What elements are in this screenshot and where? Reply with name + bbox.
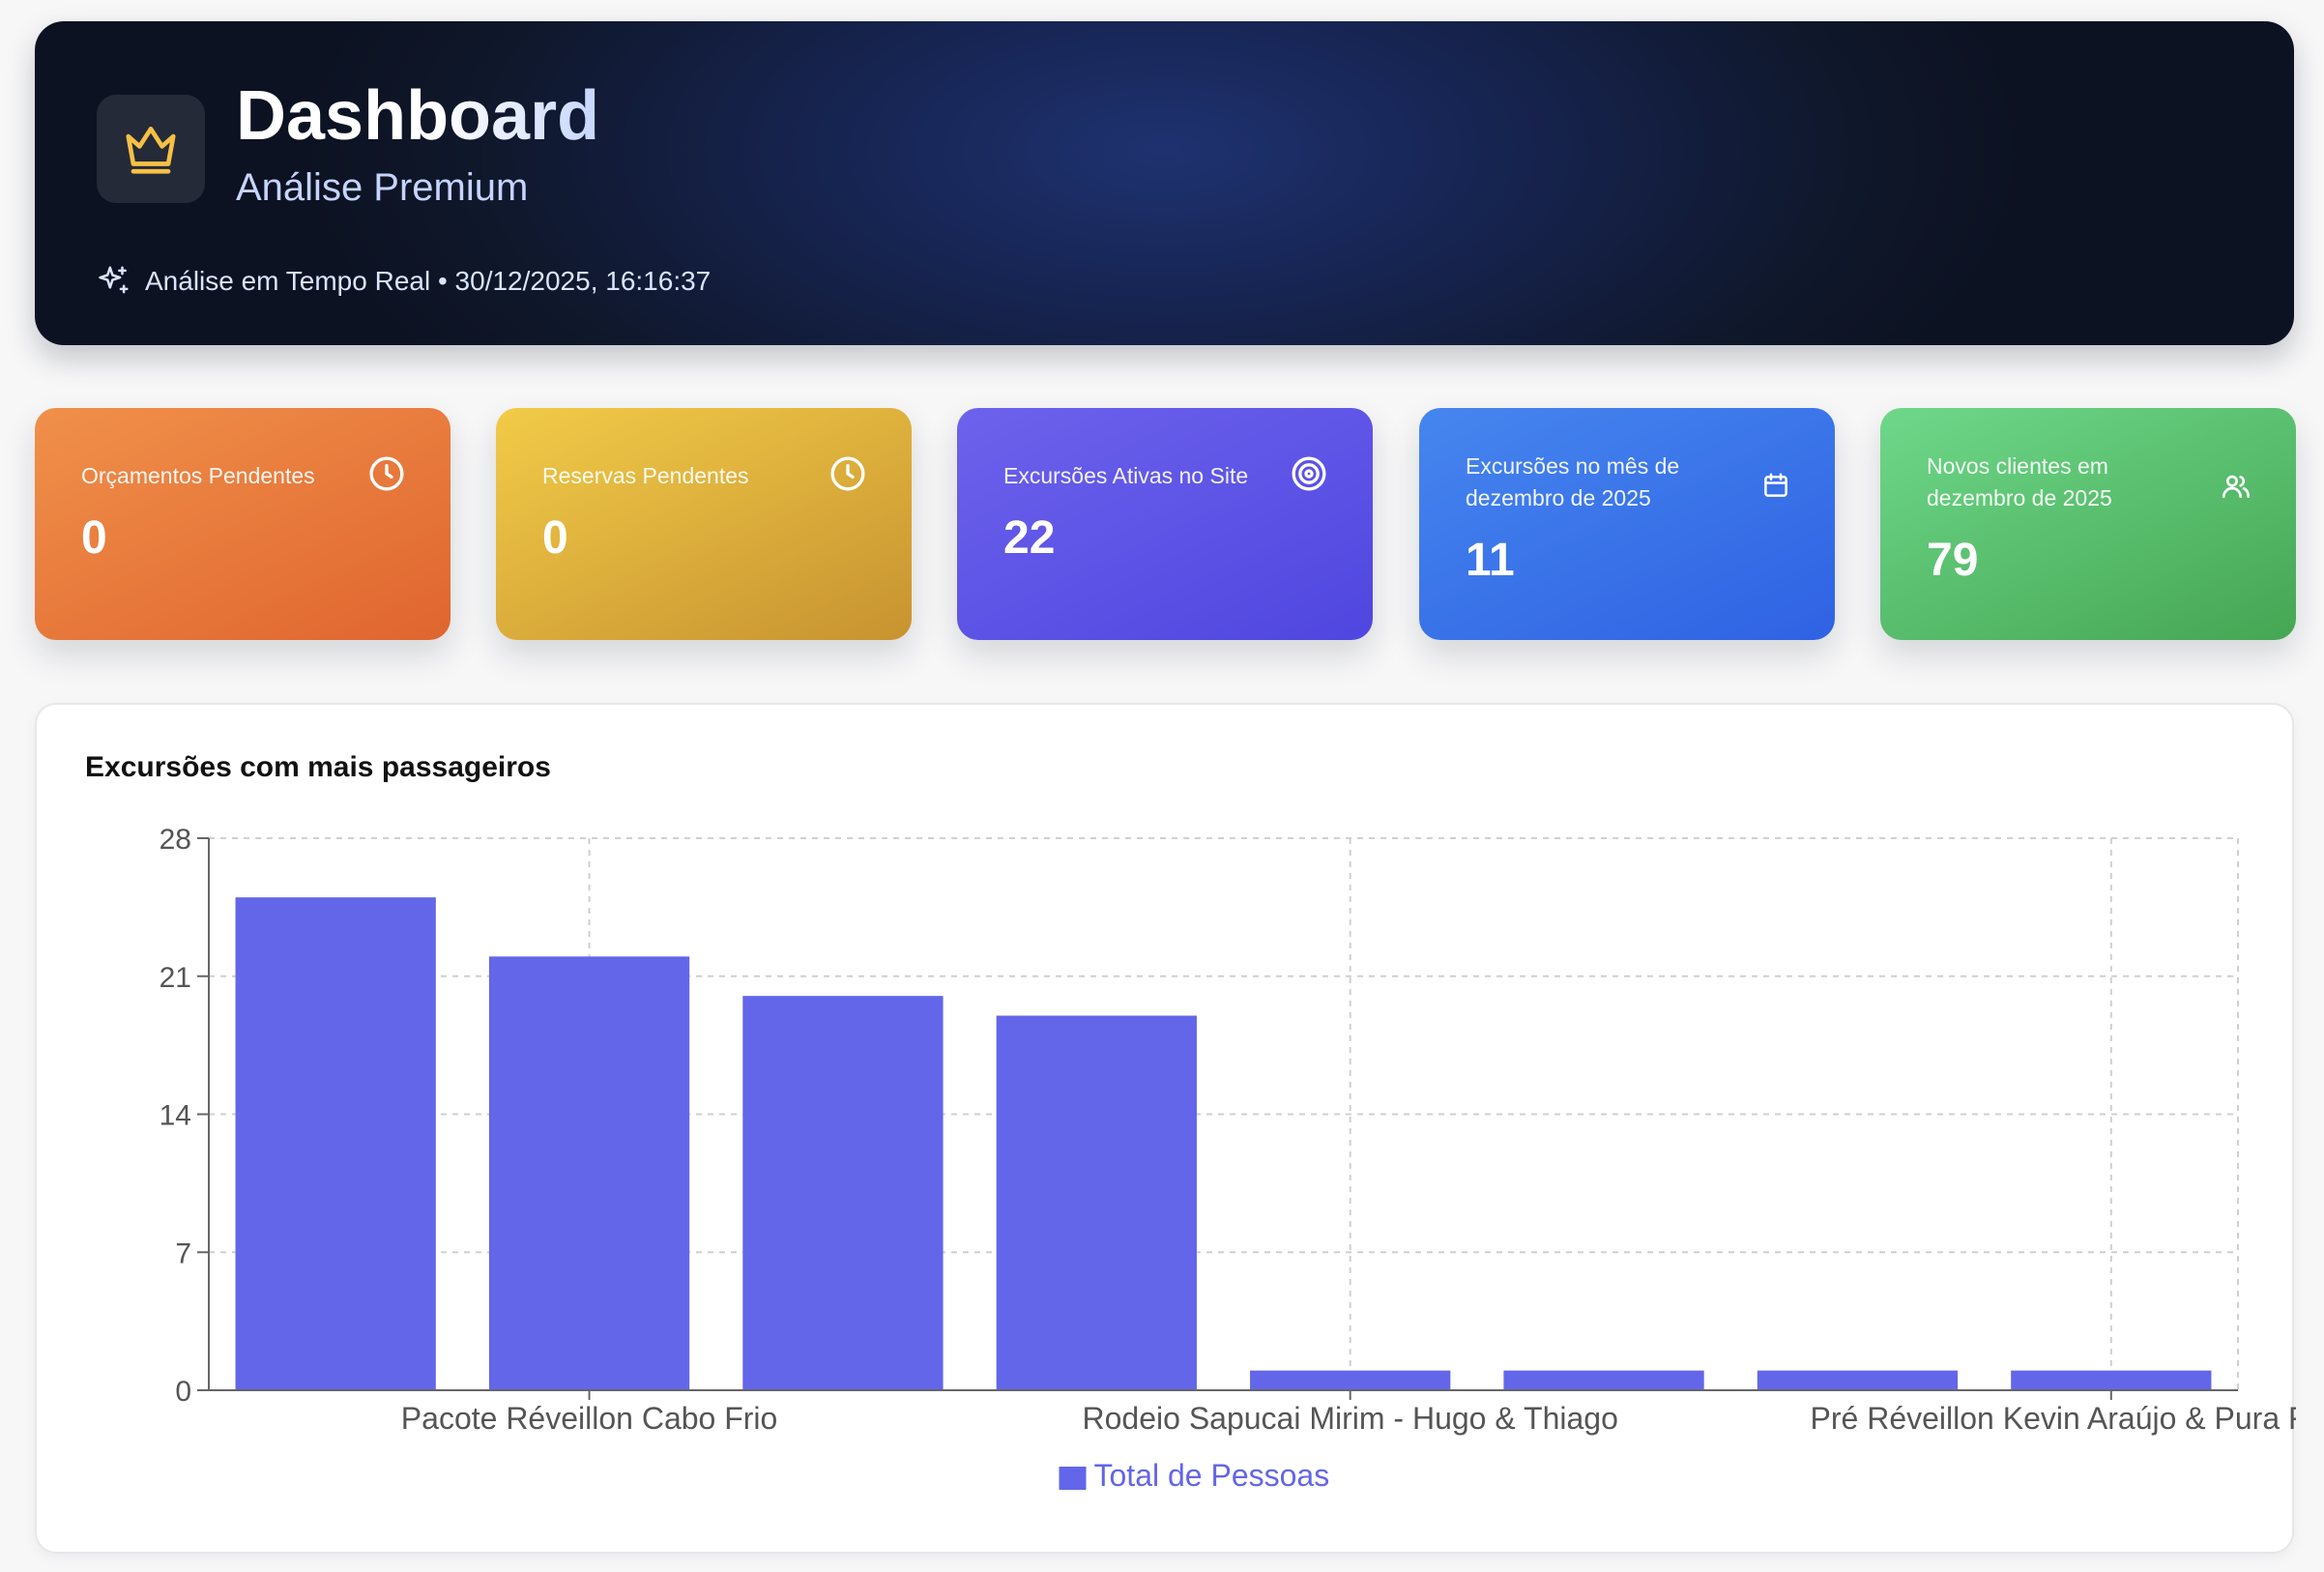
y-tick-label: 14: [160, 1100, 191, 1132]
sparkles-icon: [99, 266, 129, 294]
stat-label: Novos clientes em dezembro de 2025: [1927, 453, 2112, 510]
page-subtitle: Análise Premium: [236, 166, 529, 209]
stat-value: 0: [542, 512, 568, 564]
bar: [742, 996, 944, 1390]
stat-value: 0: [81, 512, 107, 564]
y-tick-label: 0: [175, 1376, 191, 1408]
chart-title: Excursões com mais passageiros: [85, 751, 551, 783]
bar: [1250, 1370, 1451, 1390]
stat-label: Excursões Ativas no Site: [1003, 463, 1249, 488]
stat-label: Orçamentos Pendentes: [81, 463, 315, 488]
crown-badge: [97, 95, 205, 203]
crown-icon: [126, 127, 176, 174]
page-title: Dashboard: [236, 77, 600, 155]
clock-icon: [830, 456, 865, 491]
stat-card-active-excursions[interactable]: Excursões Ativas no Site 22: [957, 408, 1373, 640]
y-tick-label: 21: [160, 962, 191, 994]
users-icon: [2222, 475, 2250, 498]
stat-card-new-clients[interactable]: Novos clientes em dezembro de 2025 79: [1880, 408, 2296, 640]
x-tick-label: Pacote Réveillon Cabo Frio: [401, 1401, 778, 1436]
realtime-status-text: Análise em Tempo Real • 30/12/2025, 16:1…: [145, 266, 712, 296]
stat-label: Reservas Pendentes: [542, 463, 749, 488]
header-banner: Dashboard Análise Premium Análise em Tem…: [35, 21, 2294, 345]
bar: [1757, 1370, 1959, 1390]
clock-icon: [369, 456, 404, 491]
y-tick-label: 28: [160, 824, 191, 856]
calendar-icon: [1764, 473, 1787, 497]
y-tick-label: 7: [175, 1237, 191, 1269]
stat-card-pending-quotes[interactable]: Orçamentos Pendentes 0: [35, 408, 450, 640]
stat-value: 22: [1003, 512, 1056, 564]
stat-value: 11: [1466, 535, 1515, 586]
realtime-status: Análise em Tempo Real • 30/12/2025, 16:1…: [95, 263, 711, 300]
bar: [2011, 1370, 2212, 1390]
x-tick-label: Rodeio Sapucai Mirim - Hugo & Thiago: [1083, 1401, 1618, 1436]
bar: [235, 897, 436, 1390]
legend-label: Total de Pessoas: [1094, 1458, 1330, 1493]
target-icon: [1292, 456, 1326, 491]
stat-label: Excursões no mês de dezembro de 2025: [1466, 453, 1680, 510]
legend-swatch: [1059, 1467, 1087, 1490]
x-tick-label: Pré Réveillon Kevin Araújo & Pura Resenh…: [1811, 1401, 2296, 1436]
bar: [1503, 1370, 1704, 1390]
stat-value: 79: [1927, 535, 1979, 586]
stat-card-month-excursions[interactable]: Excursões no mês de dezembro de 2025 11: [1419, 408, 1835, 640]
bar-chart: 0 7 14 21 28 Pacote Réveillon Cabo Frio Rodeio…: [160, 824, 2296, 1493]
bar: [996, 1015, 1197, 1390]
bar: [488, 956, 690, 1390]
stat-card-pending-bookings[interactable]: Reservas Pendentes 0: [496, 408, 912, 640]
top-excursions-chart-panel: Excursões com mais passageiros 0 7 14 21 28 P…: [35, 703, 2296, 1554]
